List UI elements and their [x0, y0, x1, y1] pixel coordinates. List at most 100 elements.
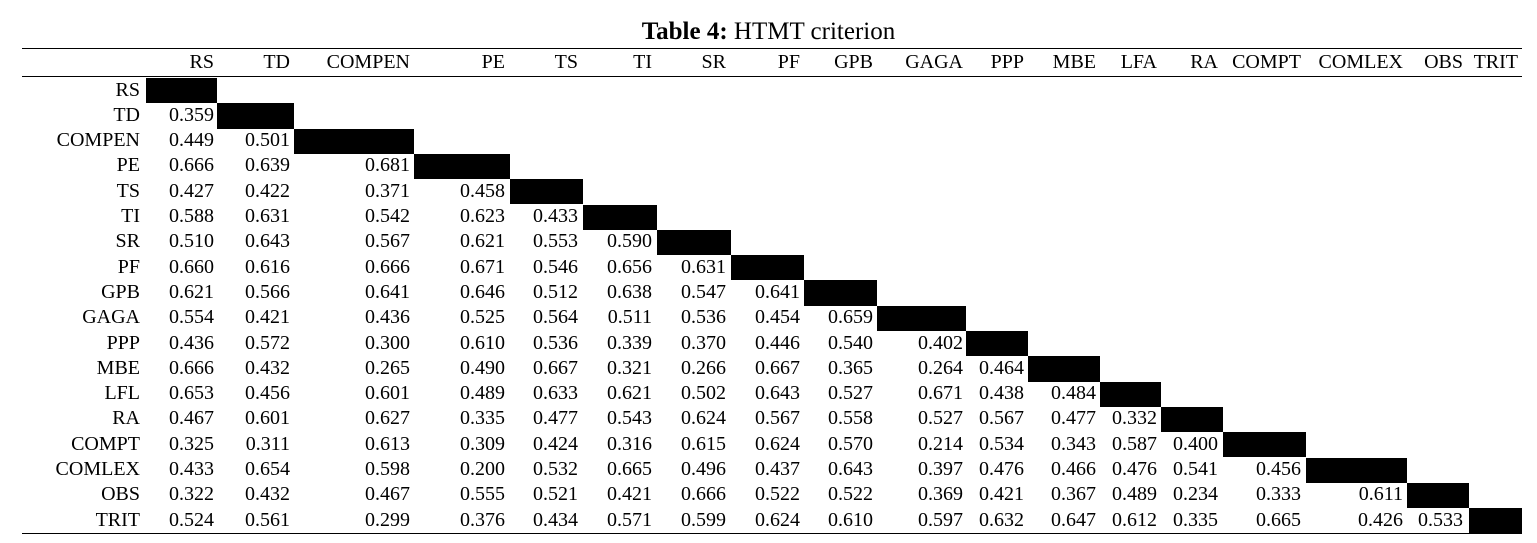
table-cell-value: 0.643 [755, 382, 800, 405]
column-header: PPP [990, 51, 1024, 73]
table-cell-value: 0.424 [533, 432, 578, 455]
table-cell-value: 0.567 [365, 230, 410, 253]
table-cell-value: 0.601 [365, 382, 410, 405]
table-cell-value: 0.339 [607, 331, 652, 354]
table-cell-value: 0.421 [607, 483, 652, 506]
row-label: TRIT [95, 508, 140, 531]
table-cell-value: 0.490 [460, 356, 505, 379]
table-caption: Table 4: HTMT criterion [0, 16, 1537, 48]
table-cell-value: 0.343 [1051, 432, 1096, 455]
table-cell-value: 0.564 [533, 306, 578, 329]
row-label: PE [116, 154, 140, 177]
diagonal-cell-shaded [1306, 457, 1407, 483]
table-cell-value: 0.525 [460, 306, 505, 329]
table-cell-value: 0.234 [1173, 483, 1218, 506]
diagonal-cell-shaded [583, 204, 657, 230]
table-cell-value: 0.522 [755, 483, 800, 506]
table-cell-value: 0.432 [245, 483, 290, 506]
diagonal-cell-shaded [414, 153, 510, 180]
table-cell-value: 0.654 [245, 458, 290, 480]
table-cell-value: 0.534 [979, 432, 1024, 455]
table-cell-value: 0.433 [533, 205, 578, 227]
table-cell-value: 0.266 [681, 356, 726, 379]
table-cell-value: 0.570 [828, 432, 873, 455]
table-cell-value: 0.299 [365, 508, 410, 531]
table-cell-value: 0.524 [169, 508, 214, 531]
table-cell-value: 0.665 [1256, 508, 1301, 531]
diagonal-cell-shaded [804, 280, 877, 306]
table-cell-value: 0.639 [245, 154, 290, 177]
table-cell-value: 0.333 [1256, 483, 1301, 506]
table-cell-value: 0.437 [755, 458, 800, 480]
diagonal-cell-shaded [1161, 406, 1223, 433]
diagonal-cell-shaded [1407, 482, 1469, 509]
row-label: RA [112, 407, 140, 430]
table-cell-value: 0.561 [245, 508, 290, 531]
diagonal-cell-shaded [1223, 432, 1306, 458]
table-cell-value: 0.612 [1112, 508, 1157, 531]
row-label: PF [117, 255, 140, 278]
table-cell-value: 0.601 [245, 407, 290, 430]
row-label: TI [121, 205, 140, 227]
diagonal-cell-shaded [217, 103, 294, 129]
table-cell-value: 0.542 [365, 205, 410, 227]
row-label: RS [115, 78, 140, 101]
table-cell-value: 0.610 [828, 508, 873, 531]
table-cell-value: 0.536 [681, 306, 726, 329]
row-label: SR [115, 230, 140, 253]
table-cell-value: 0.456 [1256, 458, 1301, 480]
table-cell-value: 0.522 [828, 483, 873, 506]
table-cell-value: 0.646 [460, 280, 505, 303]
table-cell-value: 0.370 [681, 331, 726, 354]
row-label: COMPT [71, 432, 140, 455]
table-cell-value: 0.432 [245, 356, 290, 379]
table-cell-value: 0.449 [169, 129, 214, 152]
table-cell-value: 0.572 [245, 331, 290, 354]
table-cell-value: 0.512 [533, 280, 578, 303]
table-cell-value: 0.369 [918, 483, 963, 506]
table-cell-value: 0.527 [828, 382, 873, 405]
table-cell-value: 0.546 [533, 255, 578, 278]
table-cell-value: 0.501 [245, 129, 290, 152]
table-cell-value: 0.621 [607, 382, 652, 405]
table-cell-value: 0.467 [169, 407, 214, 430]
table-cell-value: 0.300 [365, 331, 410, 354]
table-cell-value: 0.438 [979, 382, 1024, 405]
table-cell-value: 0.510 [169, 230, 214, 253]
table-cell-value: 0.611 [1358, 483, 1403, 506]
diagonal-cell-shaded [1100, 381, 1161, 407]
table-caption-label: Table 4: [641, 18, 728, 45]
row-label: TD [113, 103, 140, 126]
table-cell-value: 0.309 [460, 432, 505, 455]
table-cell-value: 0.621 [169, 280, 214, 303]
table-cell-value: 0.321 [607, 356, 652, 379]
table-cell-value: 0.200 [460, 458, 505, 480]
table-cell-value: 0.265 [365, 356, 410, 379]
table-cell-value: 0.484 [1051, 382, 1096, 405]
table-cell-value: 0.540 [828, 331, 873, 354]
table-cell-value: 0.365 [828, 356, 873, 379]
table-cell-value: 0.590 [607, 230, 652, 253]
table-cell-value: 0.610 [460, 331, 505, 354]
table-cell-value: 0.402 [918, 331, 963, 354]
table-cell-value: 0.436 [169, 331, 214, 354]
table-cell-value: 0.587 [1112, 432, 1157, 455]
table-cell-value: 0.502 [681, 382, 726, 405]
table-cell-value: 0.476 [1112, 458, 1157, 480]
table-cell-value: 0.553 [533, 230, 578, 253]
table-cell-value: 0.325 [169, 432, 214, 455]
table-cell-value: 0.433 [169, 458, 214, 480]
table-cell-value: 0.671 [460, 255, 505, 278]
diagonal-cell-shaded [510, 179, 583, 205]
table-cell-value: 0.454 [755, 306, 800, 329]
table-cell-value: 0.666 [365, 255, 410, 278]
row-label: COMPEN [56, 129, 140, 152]
table-cell-value: 0.624 [681, 407, 726, 430]
table-cell-value: 0.400 [1173, 432, 1218, 455]
table-cell-value: 0.623 [460, 205, 505, 227]
table-cell-value: 0.615 [681, 432, 726, 455]
table-cell-value: 0.496 [681, 458, 726, 480]
table-cell-value: 0.633 [533, 382, 578, 405]
table-cell-value: 0.359 [169, 103, 214, 126]
table-cell-value: 0.681 [365, 154, 410, 177]
